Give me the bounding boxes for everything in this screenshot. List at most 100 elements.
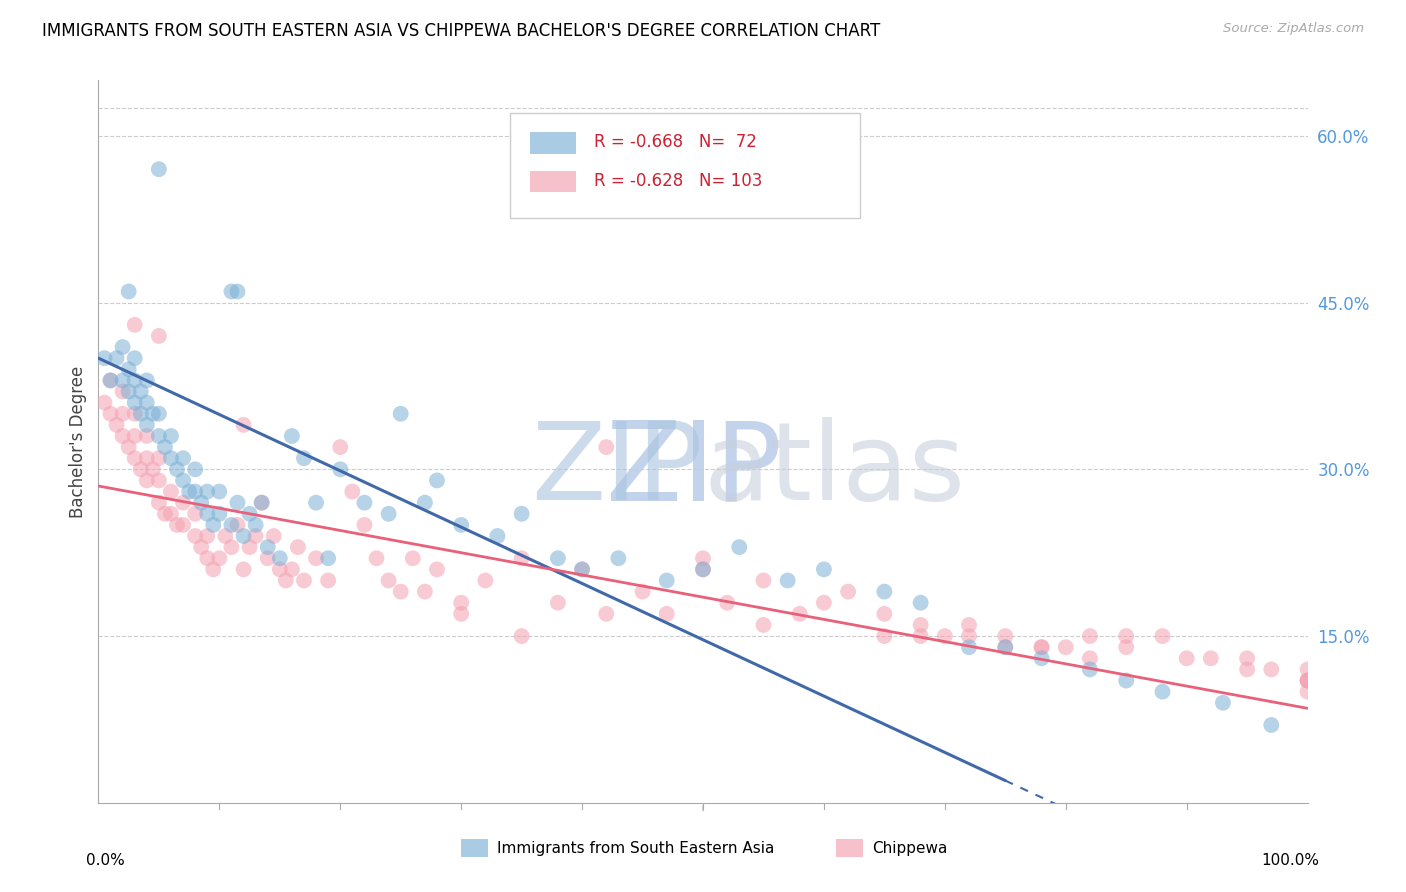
Point [160, 429, 183, 443]
Point [342, 484, 364, 499]
Point [281, 429, 304, 443]
Point [232, 529, 254, 543]
Point [873, 584, 896, 599]
Point [166, 517, 188, 532]
Point [184, 462, 207, 476]
Point [305, 496, 328, 510]
Point [274, 574, 297, 588]
Point [190, 496, 212, 510]
Point [250, 496, 273, 510]
Point [1031, 640, 1053, 655]
Point [1078, 651, 1101, 665]
Point [655, 574, 678, 588]
Point [226, 285, 249, 299]
Point [1031, 640, 1053, 655]
Point [124, 351, 146, 366]
Point [994, 629, 1017, 643]
Point [813, 596, 835, 610]
Point [957, 629, 980, 643]
Point [239, 507, 262, 521]
Point [287, 540, 309, 554]
Point [402, 551, 425, 566]
Point [148, 162, 170, 177]
Text: atlas: atlas [703, 417, 965, 524]
Point [129, 462, 152, 476]
Point [100, 373, 122, 387]
Point [692, 562, 714, 576]
Point [148, 496, 170, 510]
Point [124, 451, 146, 466]
Point [957, 618, 980, 632]
Point [1296, 673, 1319, 688]
Point [124, 395, 146, 409]
FancyBboxPatch shape [509, 112, 860, 218]
Bar [837, 838, 863, 857]
Point [994, 640, 1017, 655]
Point [153, 507, 176, 521]
Point [1296, 673, 1319, 688]
Point [129, 384, 152, 399]
Point [111, 340, 134, 354]
Point [172, 517, 194, 532]
Point [105, 351, 128, 366]
Point [607, 551, 630, 566]
Point [160, 484, 183, 499]
Point [353, 517, 375, 532]
Point [111, 384, 134, 399]
Text: Source: ZipAtlas.com: Source: ZipAtlas.com [1223, 22, 1364, 36]
Point [250, 496, 273, 510]
Point [281, 562, 304, 576]
Point [172, 496, 194, 510]
Point [105, 417, 128, 432]
Point [1260, 718, 1282, 732]
Point [426, 562, 449, 576]
Point [202, 517, 225, 532]
Point [226, 496, 249, 510]
Point [994, 640, 1017, 655]
Point [292, 574, 315, 588]
Point [202, 562, 225, 576]
Y-axis label: Bachelor's Degree: Bachelor's Degree [69, 366, 87, 517]
Point [93, 351, 115, 366]
Text: IMMIGRANTS FROM SOUTH EASTERN ASIA VS CHIPPEWA BACHELOR'S DEGREE CORRELATION CHA: IMMIGRANTS FROM SOUTH EASTERN ASIA VS CH… [42, 22, 880, 40]
Point [239, 540, 262, 554]
Point [716, 596, 738, 610]
Point [474, 574, 496, 588]
Point [789, 607, 811, 621]
Point [728, 540, 751, 554]
Point [631, 584, 654, 599]
Point [571, 562, 593, 576]
Point [692, 562, 714, 576]
Point [195, 507, 218, 521]
Point [957, 640, 980, 655]
Point [148, 474, 170, 488]
Point [263, 529, 285, 543]
Point [148, 429, 170, 443]
Point [129, 407, 152, 421]
Point [1212, 696, 1234, 710]
Point [595, 440, 617, 454]
Point [93, 395, 115, 409]
Point [1115, 673, 1137, 688]
Point [450, 517, 472, 532]
Point [195, 529, 218, 543]
Point [118, 362, 141, 376]
Point [1175, 651, 1198, 665]
Point [316, 574, 339, 588]
Point [195, 484, 218, 499]
Point [135, 373, 157, 387]
Point [910, 596, 932, 610]
Point [413, 584, 436, 599]
Point [118, 384, 141, 399]
Point [1199, 651, 1222, 665]
Text: R = -0.628   N= 103: R = -0.628 N= 103 [595, 172, 762, 190]
Point [195, 551, 218, 566]
Point [160, 507, 183, 521]
Point [172, 451, 194, 466]
Point [124, 407, 146, 421]
Point [118, 285, 141, 299]
Text: R = -0.668   N=  72: R = -0.668 N= 72 [595, 134, 756, 152]
Point [316, 551, 339, 566]
Point [571, 562, 593, 576]
Point [377, 574, 399, 588]
